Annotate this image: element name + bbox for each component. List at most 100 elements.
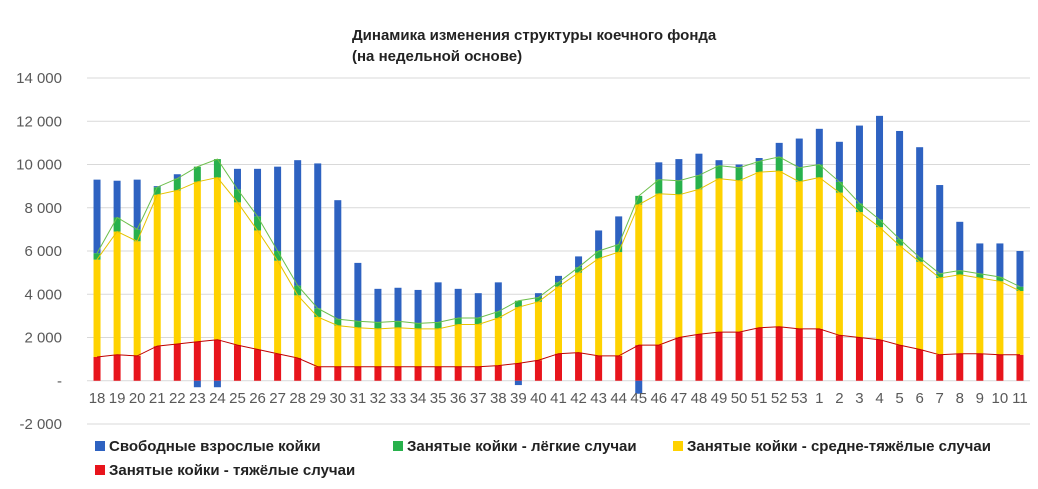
bar-segment bbox=[514, 300, 522, 308]
legend-swatch bbox=[95, 465, 105, 475]
chart-title: Динамика изменения структуры коечного фо… bbox=[352, 27, 717, 44]
bar-segment bbox=[294, 358, 302, 381]
bar-segment bbox=[374, 288, 382, 323]
x-tick-label: 2 bbox=[835, 390, 843, 407]
bar-segment bbox=[494, 282, 502, 312]
bar-segment bbox=[795, 138, 803, 168]
bar-segment bbox=[555, 353, 562, 381]
bar-segment bbox=[956, 221, 964, 271]
bar-segment bbox=[233, 345, 241, 381]
x-tick-label: 38 bbox=[490, 390, 507, 407]
x-tick-label: 1 bbox=[815, 390, 823, 407]
bar-segment bbox=[956, 270, 964, 275]
bar-segment bbox=[434, 322, 442, 329]
bar-segment bbox=[314, 316, 322, 367]
bar-segment bbox=[414, 366, 422, 381]
bar-segment bbox=[755, 327, 763, 381]
bar-segment bbox=[534, 297, 542, 302]
bar-segment bbox=[514, 363, 522, 381]
bar-segment bbox=[936, 354, 944, 381]
bar-segment bbox=[936, 273, 944, 279]
bar-segment bbox=[815, 177, 823, 329]
bar-segment bbox=[615, 355, 623, 381]
bar-segment bbox=[294, 295, 302, 359]
legend-item: Свободные взрослые койки bbox=[95, 438, 321, 455]
bar-segment bbox=[976, 353, 984, 381]
bar-segment bbox=[956, 353, 964, 381]
bar-segment bbox=[695, 189, 703, 335]
bar-segment bbox=[93, 356, 101, 381]
bar-segment bbox=[254, 230, 262, 350]
x-tick-label: 8 bbox=[956, 390, 964, 407]
bar-segment bbox=[795, 167, 803, 182]
bar-segment bbox=[113, 180, 121, 218]
bar-segment bbox=[474, 318, 482, 325]
bar-segment bbox=[233, 189, 241, 203]
bar-segment bbox=[595, 355, 603, 381]
x-tick-label: 43 bbox=[590, 390, 607, 407]
bar-segment bbox=[835, 141, 843, 182]
y-tick-label: 6 000 bbox=[24, 243, 62, 260]
x-tick-label: 11 bbox=[1012, 390, 1028, 407]
bar-segment bbox=[153, 187, 161, 195]
legend: Свободные взрослые койки Занятые койки - … bbox=[95, 438, 991, 479]
legend-label: Занятые койки - лёгкие случаи bbox=[407, 438, 637, 455]
bar-segment bbox=[555, 286, 562, 354]
y-tick-label: -2 000 bbox=[19, 416, 62, 433]
bar-segment bbox=[555, 282, 562, 287]
x-tick-label: 31 bbox=[350, 390, 367, 407]
x-tick-label: 40 bbox=[530, 390, 547, 407]
bar-segment bbox=[494, 365, 502, 381]
bar-segment bbox=[1016, 286, 1024, 292]
bar-segment bbox=[494, 318, 502, 366]
x-tick-label: 18 bbox=[89, 390, 106, 407]
bar-segment bbox=[173, 178, 181, 191]
bar-segment bbox=[715, 160, 723, 166]
bar-segment bbox=[294, 285, 302, 296]
bar-segment bbox=[494, 311, 502, 319]
bar-segment bbox=[334, 325, 342, 367]
x-tick-label: 35 bbox=[430, 390, 447, 407]
bar-segment bbox=[916, 257, 924, 262]
bar-segment bbox=[133, 179, 141, 230]
x-tick-label: 4 bbox=[875, 390, 883, 407]
bar-segment bbox=[93, 179, 101, 254]
x-tick-label: 45 bbox=[630, 390, 647, 407]
bar-segment bbox=[735, 167, 743, 181]
x-tick-label: 47 bbox=[671, 390, 688, 407]
x-axis: 18 19 20 21 22 23 24 25 26 27 28 29 30 31 32 33 34 35 36 37… bbox=[89, 390, 1028, 407]
x-tick-label: 3 bbox=[855, 390, 863, 407]
series-lines bbox=[96, 156, 1021, 368]
x-tick-label: 53 bbox=[791, 390, 808, 407]
bar-segment bbox=[876, 227, 884, 340]
bar-segment bbox=[113, 354, 121, 381]
bar-segment bbox=[715, 178, 723, 333]
bar-segment bbox=[575, 256, 583, 268]
bar-segment bbox=[454, 324, 462, 367]
x-tick-label: 39 bbox=[510, 390, 527, 407]
bar-segment bbox=[534, 360, 542, 381]
x-tick-label: 25 bbox=[229, 390, 246, 407]
bar-segment bbox=[254, 216, 262, 231]
legend-swatch bbox=[393, 441, 403, 451]
bar-segment bbox=[755, 158, 763, 162]
bar-segment bbox=[113, 217, 121, 232]
bar-segment bbox=[1016, 251, 1024, 287]
x-tick-label: 21 bbox=[149, 390, 166, 407]
y-tick-label: 8 000 bbox=[24, 200, 62, 217]
bar-segment bbox=[855, 203, 863, 213]
bar-segment bbox=[173, 174, 181, 179]
bar-segment bbox=[354, 366, 362, 381]
bar-segment bbox=[575, 352, 583, 381]
bar-segment bbox=[193, 380, 201, 388]
series-line bbox=[96, 156, 1021, 324]
bar-segment bbox=[555, 275, 562, 283]
bar-segment bbox=[715, 332, 723, 381]
bar-segment bbox=[93, 259, 101, 357]
x-tick-label: 9 bbox=[976, 390, 984, 407]
bar-segment bbox=[354, 327, 362, 367]
bars bbox=[93, 115, 1024, 394]
bar-segment bbox=[615, 216, 623, 245]
x-tick-label: 29 bbox=[309, 390, 326, 407]
bar-segment bbox=[835, 181, 843, 193]
